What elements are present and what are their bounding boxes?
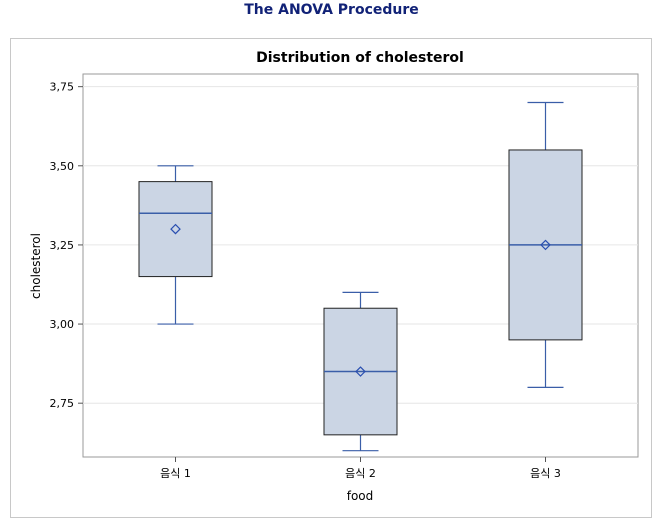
box-2 xyxy=(323,291,398,452)
y-tick-label: 3,50 xyxy=(50,160,75,173)
chart-title: Distribution of cholesterol xyxy=(256,50,464,66)
box-iqr xyxy=(138,181,213,278)
x-axis-label: food xyxy=(347,489,374,503)
x-tick-label: 음식 2 xyxy=(345,467,376,480)
mean-marker xyxy=(170,223,181,235)
y-tick-label: 3,25 xyxy=(50,239,75,252)
box-1 xyxy=(138,165,213,325)
y-axis-label: cholesterol xyxy=(29,233,43,299)
procedure-title: The ANOVA Procedure xyxy=(244,2,419,18)
y-tick-label: 3,00 xyxy=(50,318,75,331)
box-3 xyxy=(508,101,583,388)
y-tick-label: 3,75 xyxy=(50,81,75,94)
mean-marker xyxy=(355,366,366,377)
x-axis: 음식 1 음식 2 음식 3 xyxy=(160,457,561,480)
y-axis: 2,75 3,00 3,25 3,50 3,75 xyxy=(50,81,83,410)
x-tick-label: 음식 1 xyxy=(160,467,191,480)
x-tick-label: 음식 3 xyxy=(530,467,561,480)
y-tick-label: 2,75 xyxy=(50,397,75,410)
mean-marker xyxy=(540,239,551,251)
boxes xyxy=(138,101,583,452)
